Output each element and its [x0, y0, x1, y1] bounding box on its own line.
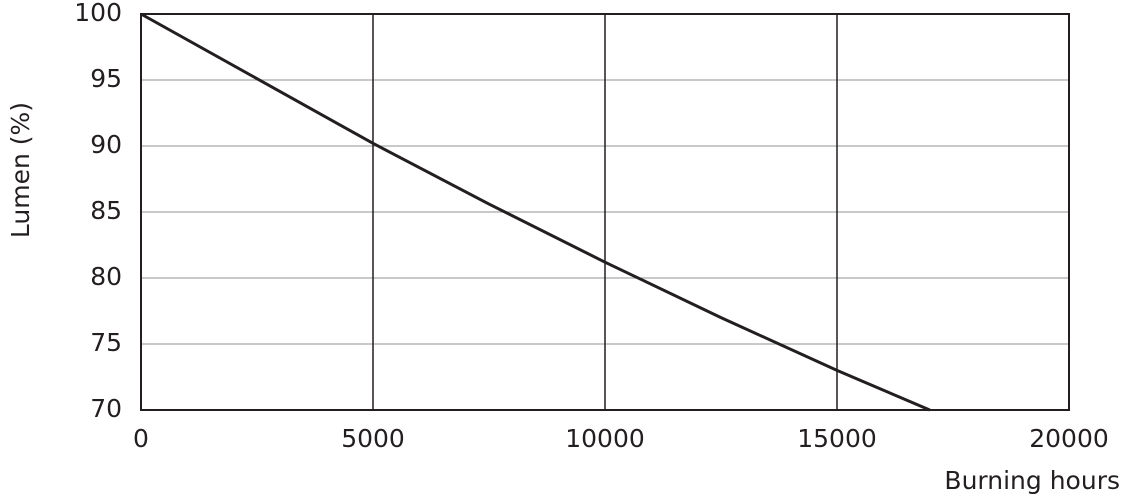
y-tick-label: 70 [90, 394, 122, 423]
x-tick-label: 15000 [797, 424, 877, 453]
x-tick-label: 5000 [341, 424, 405, 453]
x-tick-label: 0 [133, 424, 149, 453]
y-tick-label: 90 [90, 130, 122, 159]
plot-frame [140, 13, 1070, 411]
x-tick-label: 20000 [1029, 424, 1109, 453]
y-tick-label: 75 [90, 328, 122, 357]
y-tick-label: 95 [90, 64, 122, 93]
y-tick-label: 85 [90, 196, 122, 225]
y-tick-label: 100 [74, 0, 122, 27]
x-axis-label: Burning hours [944, 466, 1120, 495]
y-axis-label: Lumen (%) [6, 102, 35, 238]
y-tick-label: 80 [90, 262, 122, 291]
x-tick-label: 10000 [565, 424, 645, 453]
data-line [140, 12, 931, 412]
